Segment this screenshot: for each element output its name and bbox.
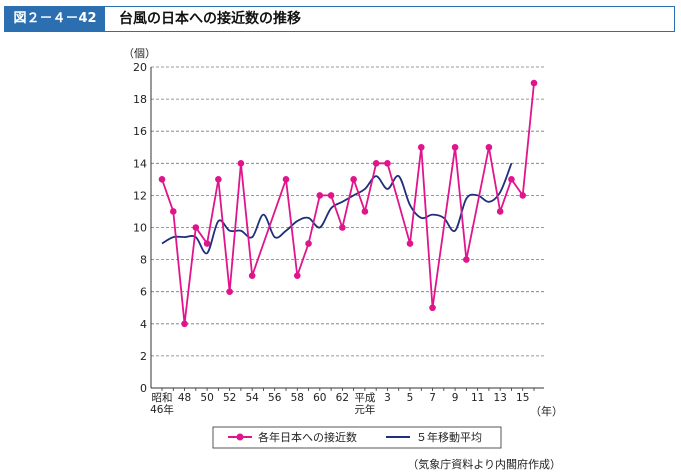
data-point-annual: [327, 192, 335, 199]
y-tick-label-4: 4: [140, 318, 147, 331]
series-line-moving-average: [161, 162, 513, 255]
y-tick-label-20: 20: [133, 61, 147, 74]
x-tick-label: 9: [452, 392, 459, 404]
data-point-annual: [339, 224, 346, 231]
x-tick-label: 元年: [354, 403, 375, 416]
x-tick-label: 62: [336, 392, 349, 404]
chart-title: 台風の日本への接近数の推移: [119, 11, 301, 27]
data-point-annual: [463, 256, 470, 263]
y-axis-ticks: 0 2 4 6 8 10 12 14 16 18 20: [133, 61, 147, 395]
data-point-annual: [451, 143, 459, 151]
data-point-annual: [519, 192, 527, 199]
data-point-annual: [282, 176, 290, 183]
series-layer: [158, 79, 538, 328]
x-tick-label: 46年: [150, 403, 174, 416]
data-point-annual: [316, 192, 324, 199]
data-point-annual: [417, 143, 425, 151]
x-tick-label: 52: [223, 392, 236, 404]
legend-label-moving-average: ５年移動平均: [416, 430, 482, 444]
x-tick-label: 昭和: [152, 392, 173, 404]
data-point-annual: [384, 160, 391, 167]
data-point-annual: [181, 320, 188, 328]
x-tick-label: 54: [245, 392, 259, 404]
data-point-annual: [215, 176, 222, 183]
y-tick-label-2: 2: [140, 350, 147, 363]
data-point-annual: [248, 272, 256, 279]
y-tick-label-8: 8: [140, 254, 147, 267]
legend-box: [212, 426, 502, 449]
y-tick-label-14: 14: [133, 157, 147, 170]
x-tick-label: 15: [516, 392, 529, 404]
series-line-annual: [161, 82, 535, 324]
x-tick-label: 56: [268, 392, 282, 404]
data-point-annual: [372, 160, 380, 167]
x-tick-label: 58: [291, 392, 304, 404]
data-point-annual: [305, 240, 312, 247]
data-point-annual: [350, 176, 357, 183]
x-tick-label: 60: [313, 392, 326, 404]
x-tick-label: 50: [200, 392, 213, 404]
x-tick-label: 48: [178, 392, 191, 404]
y-tick-label-10: 10: [133, 222, 147, 235]
data-point-annual: [508, 176, 515, 183]
data-point-annual: [361, 208, 369, 215]
x-tick-label: 3: [384, 392, 391, 404]
data-point-annual: [293, 272, 301, 279]
y-tick-label-18: 18: [133, 93, 147, 106]
x-tick-label: 7: [429, 392, 436, 404]
figure-header: 図２－４－42 台風の日本への接近数の推移: [4, 6, 675, 32]
x-tick-label: 11: [471, 392, 484, 404]
y-tick-label-16: 16: [133, 125, 147, 138]
y-tick-label-0: 0: [140, 382, 147, 395]
axes: [150, 67, 544, 391]
figure-label: 図２－４－42: [5, 7, 105, 31]
data-point-annual: [237, 160, 245, 167]
data-point-annual: [429, 304, 436, 312]
gridlines: [151, 66, 544, 357]
data-point-annual: [226, 288, 233, 296]
legend-marker-annual: [236, 433, 244, 441]
y-axis-unit: （個）: [123, 47, 156, 60]
data-point-annual: [192, 224, 200, 231]
x-tick-label: 5: [407, 392, 414, 404]
x-tick-label: 平成: [354, 392, 375, 404]
data-point-annual: [203, 240, 211, 247]
data-point-annual: [496, 208, 504, 215]
data-point-annual: [406, 240, 414, 247]
data-point-annual: [169, 208, 177, 215]
x-tick-label: 13: [493, 392, 506, 404]
data-point-annual: [485, 143, 493, 151]
y-tick-label-12: 12: [133, 189, 147, 202]
source-note: （気象庁資料より内閣府作成）: [407, 458, 561, 471]
y-tick-label-6: 6: [140, 286, 147, 299]
data-point-annual: [158, 176, 166, 183]
x-axis-unit: （年）: [530, 404, 563, 418]
legend: 各年日本への接近数 ５年移動平均: [212, 426, 502, 449]
legend-label-annual: 各年日本への接近数: [258, 430, 357, 444]
data-point-annual: [530, 79, 538, 87]
